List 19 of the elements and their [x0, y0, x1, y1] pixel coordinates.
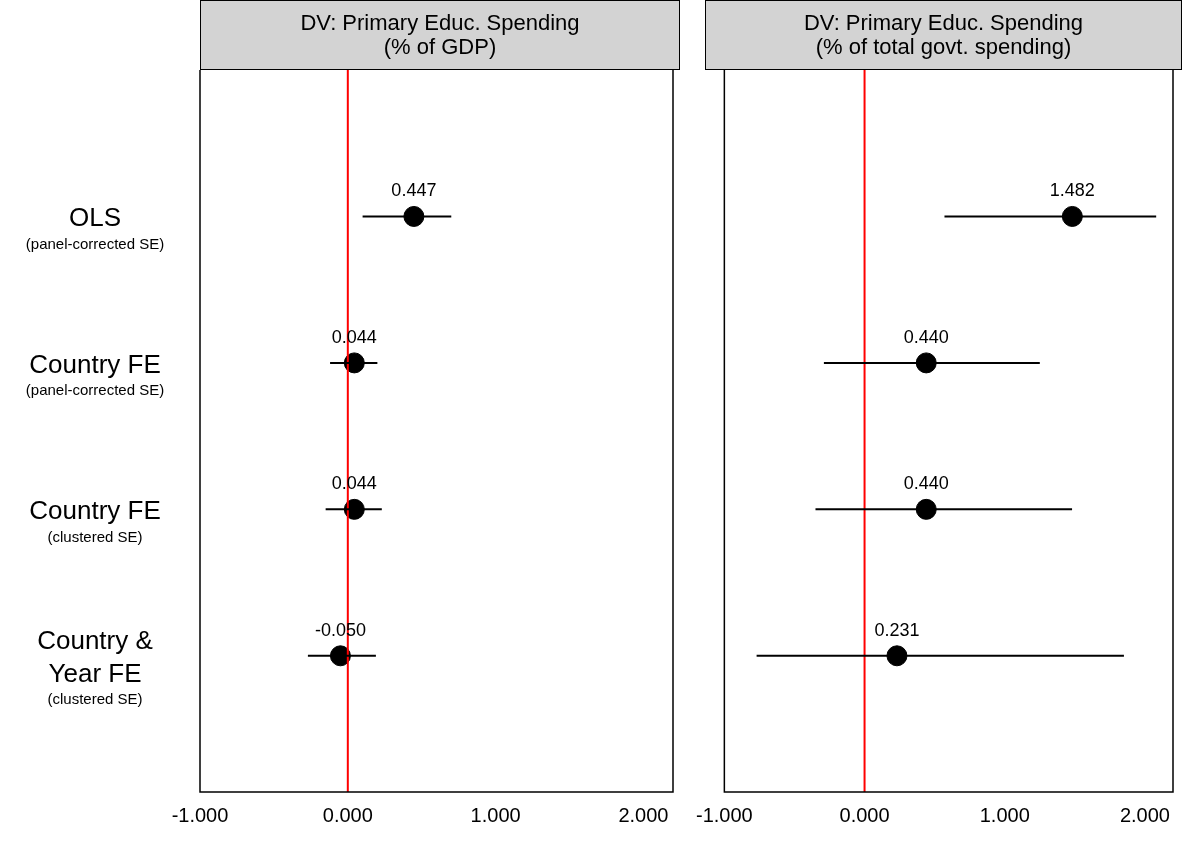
chart-title: DV: Primary Educ. Spending (% of GDP) [200, 0, 680, 70]
data-label: 0.440 [903, 473, 949, 494]
y-tick-label: Country & Year FE (clustered SE) [37, 625, 153, 708]
x-tick-label: 2.000 [618, 803, 669, 826]
x-tick-label: -1.000 [696, 803, 753, 826]
y-tick-label: OLS (panel-corrected SE) [25, 202, 165, 252]
data-label: 0.447 [391, 180, 437, 201]
x-tick-label: -1.000 [171, 803, 229, 826]
data-label: 1.482 [1049, 180, 1095, 201]
x-tick-label: 0.000 [839, 803, 890, 826]
x-tick-label: 0.000 [322, 803, 373, 826]
data-label: 0.440 [903, 326, 949, 347]
chart-title: DV: Primary Educ. Spending (% of total govt. spending) [705, 0, 1182, 70]
y-tick-label: Country FE (clustered SE) [29, 495, 161, 545]
x-tick-label: 1.000 [979, 803, 1030, 826]
x-tick-label: 2.000 [1119, 803, 1170, 826]
x-tick-label: 1.000 [470, 803, 521, 826]
y-tick-label: Country FE (panel-corrected SE) [25, 348, 165, 399]
data-label: 0.231 [874, 619, 920, 640]
